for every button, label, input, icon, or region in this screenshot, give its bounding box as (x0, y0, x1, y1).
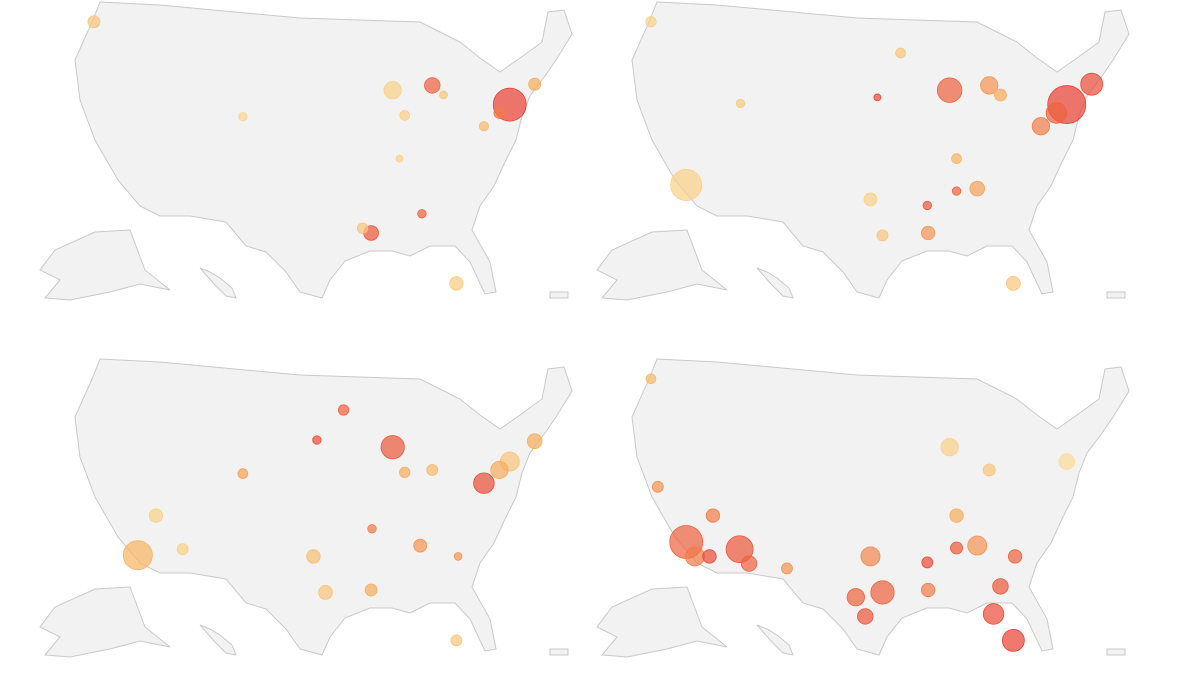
bubble (950, 541, 963, 555)
bubble (318, 585, 333, 600)
bubble (936, 77, 963, 103)
bubble (735, 98, 746, 109)
bubble (306, 549, 321, 564)
bubble (670, 169, 703, 201)
bubble (473, 472, 495, 494)
bubble (399, 110, 411, 121)
bubble (740, 555, 758, 572)
us-outline (596, 1, 1130, 301)
bubble (651, 480, 664, 493)
bubble (424, 77, 441, 94)
bubble (921, 582, 936, 598)
bubble (982, 603, 1005, 625)
bubble (951, 153, 962, 164)
bubble (453, 552, 463, 561)
bubble (87, 15, 101, 29)
bubble (921, 225, 936, 241)
bubble (781, 562, 793, 575)
bubble (450, 634, 463, 647)
bubble (684, 546, 705, 567)
bubble (413, 538, 428, 553)
bubble (873, 93, 882, 102)
bubble (645, 16, 657, 28)
bubble (967, 535, 988, 556)
bubble (645, 373, 657, 385)
bubble (176, 543, 189, 556)
bubble (980, 76, 999, 95)
bubble (857, 608, 874, 625)
bubble (922, 200, 932, 211)
bubble (921, 556, 934, 569)
bubble (863, 192, 878, 207)
bubble (870, 580, 895, 605)
bubble (1080, 72, 1104, 96)
bubble (449, 276, 464, 291)
map-panel (39, 1, 573, 301)
bubble (493, 107, 506, 119)
panels (39, 1, 1130, 658)
bubble (528, 77, 542, 91)
bubble (1006, 276, 1021, 291)
bubble (969, 180, 985, 197)
bubble (367, 524, 377, 534)
map-panel (39, 358, 573, 658)
bubble (705, 508, 721, 523)
bubble (238, 111, 248, 122)
bubble (1045, 102, 1068, 124)
us-outline (39, 1, 573, 301)
bubble (237, 468, 249, 479)
bubble (122, 540, 153, 571)
bubble (949, 508, 964, 523)
bubble (426, 464, 439, 476)
bubble (417, 209, 427, 219)
bubble (1031, 117, 1051, 136)
bubble (364, 583, 378, 597)
bubble (380, 435, 405, 460)
bubble (1058, 453, 1075, 470)
bubble (846, 588, 865, 607)
bubble (383, 81, 402, 100)
bubble (356, 222, 369, 234)
bubble (490, 460, 509, 480)
bubble (1001, 628, 1025, 652)
bubble (526, 433, 543, 449)
bubble (895, 47, 906, 59)
bubble (1007, 549, 1023, 564)
bubble (439, 90, 448, 100)
bubble (312, 435, 322, 445)
us-outline (39, 358, 573, 658)
bubble (876, 229, 889, 242)
map-panel (596, 1, 1130, 301)
bubble (951, 186, 962, 196)
bubble (940, 438, 959, 457)
bubble (992, 578, 1009, 595)
bubble (395, 154, 404, 163)
bubble (337, 404, 350, 416)
bubble (148, 508, 164, 523)
map-panel (596, 358, 1130, 658)
bubble (982, 463, 996, 477)
bubble (860, 546, 881, 567)
bubble (399, 466, 411, 479)
bubble (994, 88, 1007, 102)
bubble (478, 121, 489, 132)
bubble (702, 549, 717, 564)
